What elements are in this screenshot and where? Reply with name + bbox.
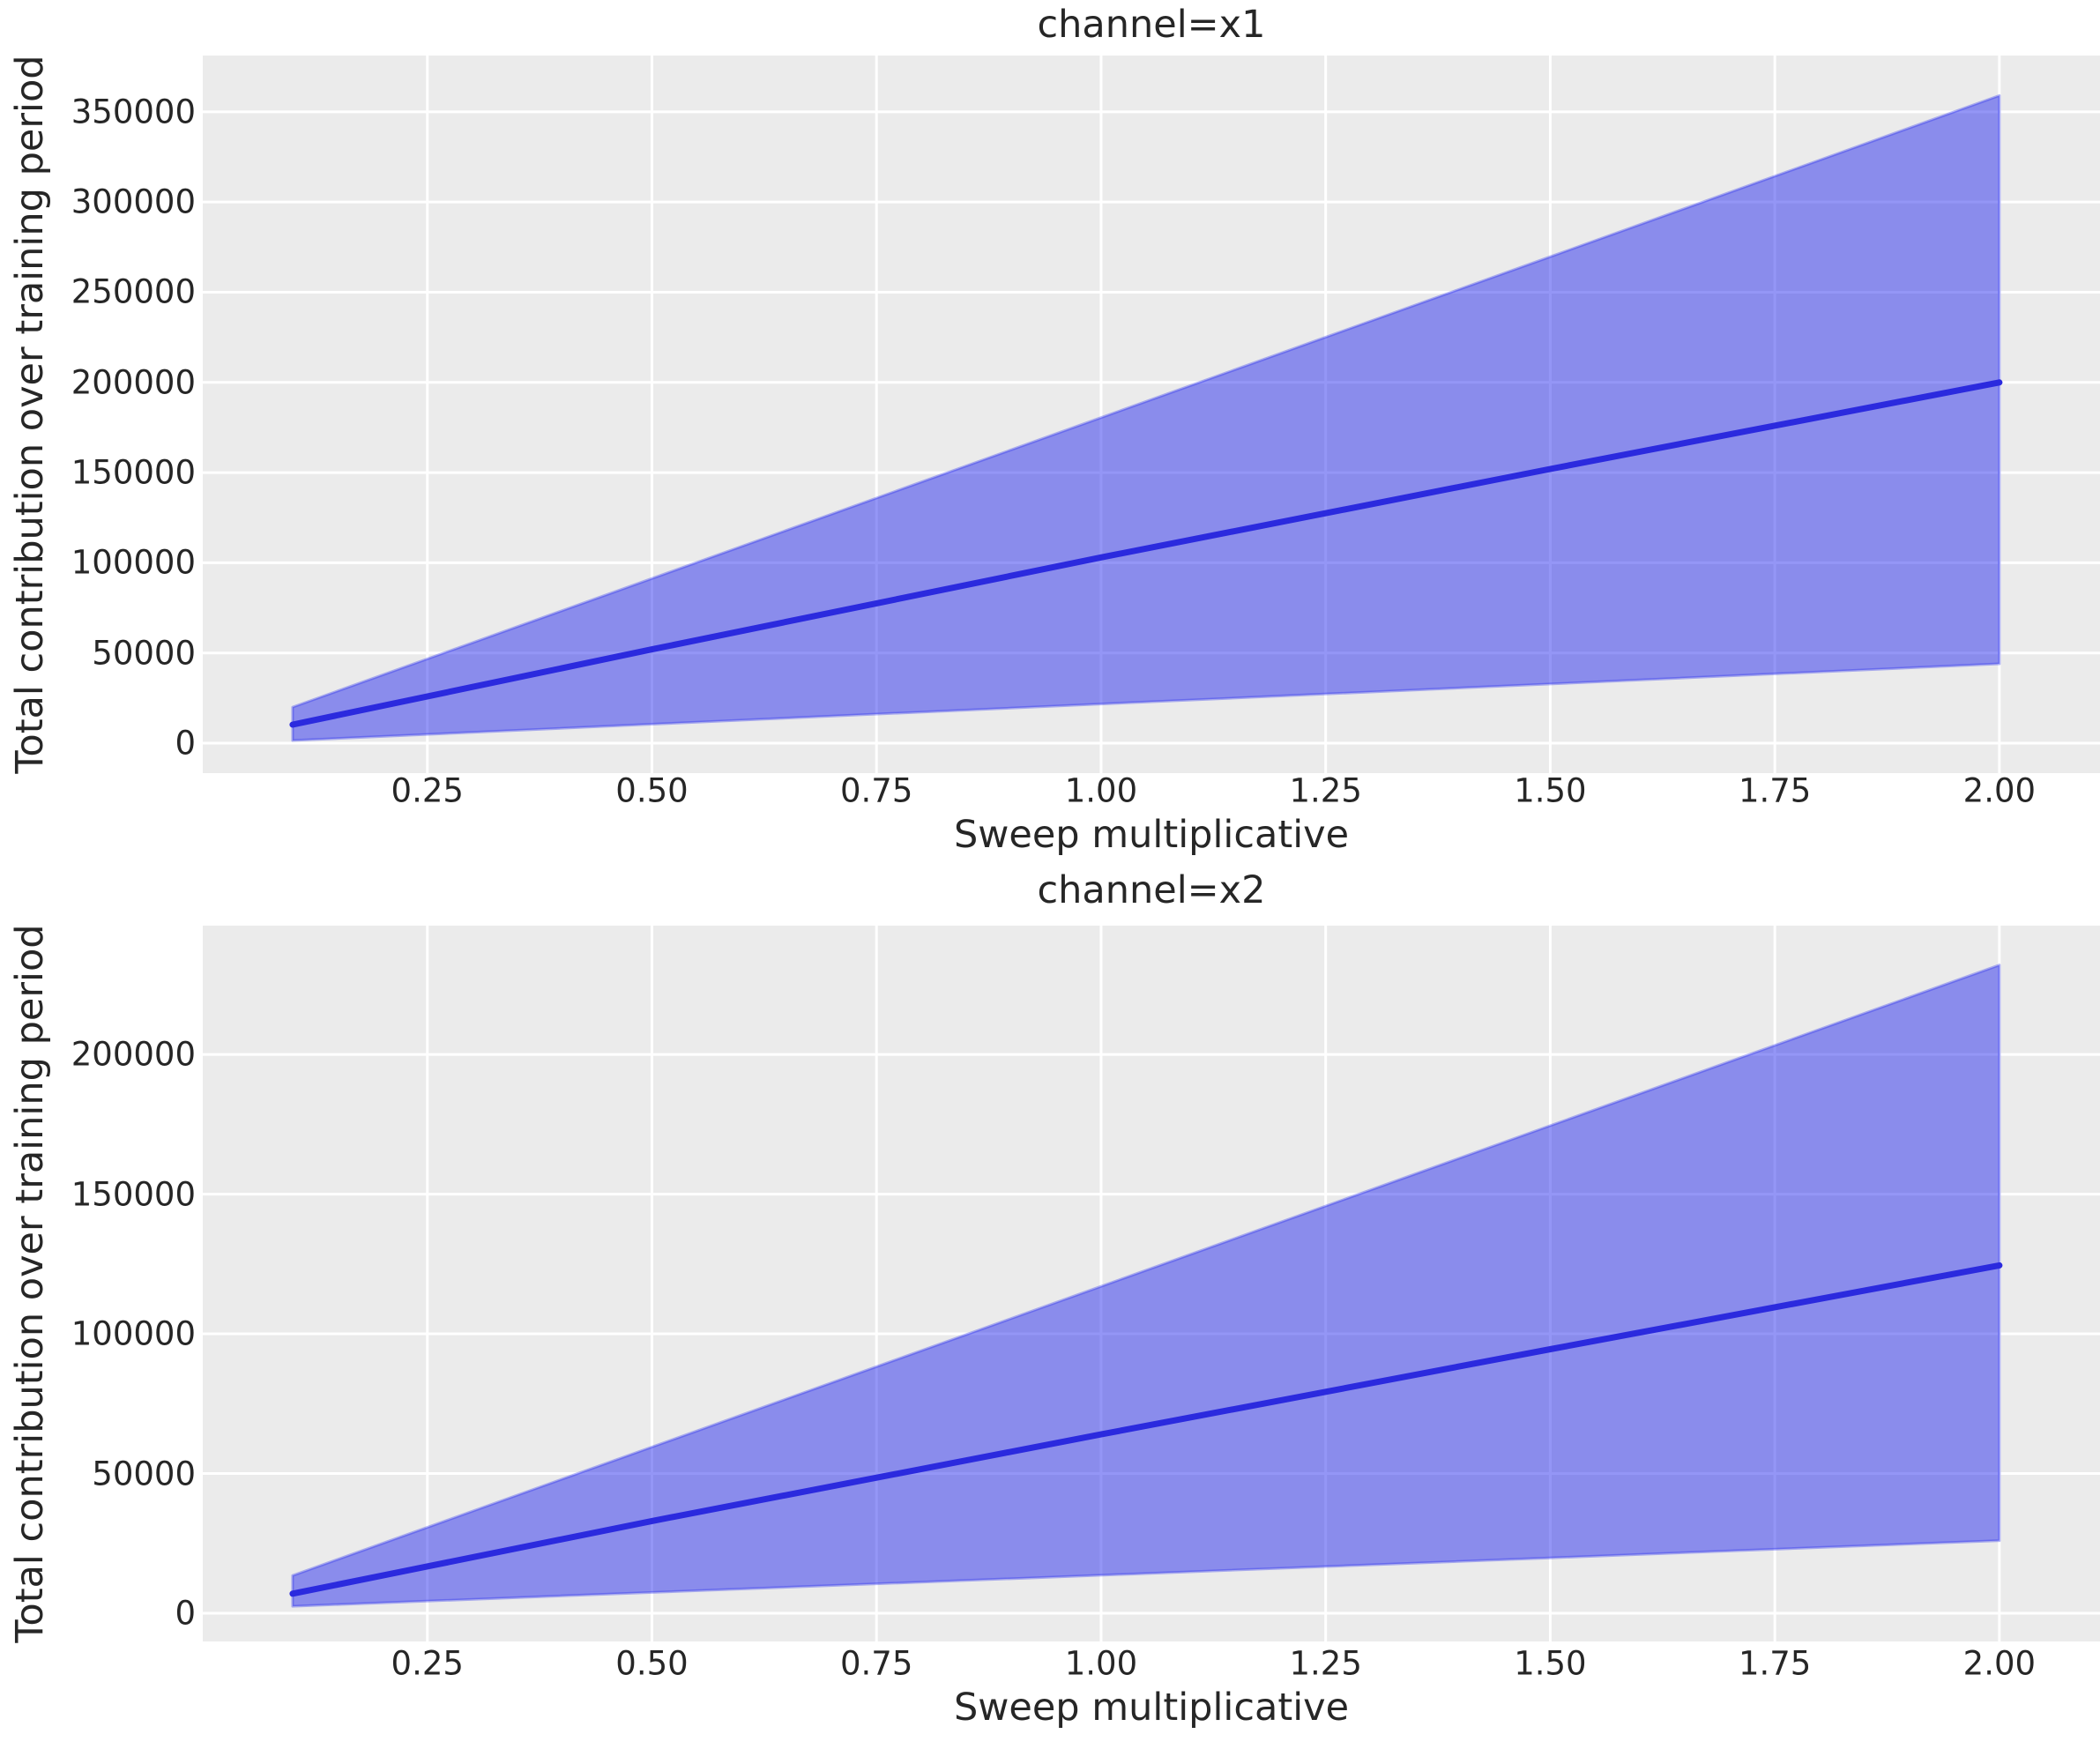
plot-area-x1	[203, 56, 2100, 773]
x-axis-label-x2: Sweep multiplicative	[953, 1686, 1350, 1730]
mean-line	[289, 379, 2003, 728]
panel-title-x1: channel=x1	[1037, 3, 1266, 47]
y-tick-label: 100000	[71, 1314, 196, 1353]
x-tick-label: 1.00	[1064, 771, 1138, 810]
y-axis-label-x2: Total contribution over training period	[8, 924, 52, 1643]
mean-line	[289, 1262, 2003, 1597]
y-tick-label: 350000	[71, 93, 196, 131]
y-tick-label: 0	[175, 1594, 196, 1633]
y-tick-label: 150000	[71, 1175, 196, 1214]
y-tick-label: 300000	[71, 182, 196, 221]
x-tick-label: 1.25	[1289, 771, 1362, 810]
y-tick-label: 150000	[71, 453, 196, 492]
plot-area-x2	[203, 926, 2100, 1641]
x-tick-label: 0.25	[391, 1644, 464, 1683]
x-tick-label: 2.00	[1962, 1644, 2037, 1683]
x-tick-label: 1.50	[1514, 771, 1587, 810]
y-tick-label: 50000	[92, 1455, 196, 1493]
x-tick-label: 1.25	[1289, 1644, 1362, 1683]
confidence-band	[291, 93, 2001, 742]
y-tick-label: 50000	[92, 634, 196, 673]
x-tick-label: 0.50	[615, 1644, 689, 1683]
panel-title-x2: channel=x2	[1037, 868, 1266, 912]
x-tick-label: 2.00	[1962, 771, 2037, 810]
y-tick-label: 200000	[71, 363, 196, 402]
x-tick-label: 1.50	[1514, 1644, 1587, 1683]
y-tick-label: 0	[175, 724, 196, 763]
x-tick-label: 1.00	[1064, 1644, 1138, 1683]
x-axis-label-x1: Sweep multiplicative	[953, 813, 1350, 857]
y-tick-label: 100000	[71, 543, 196, 582]
y-tick-label: 200000	[71, 1035, 196, 1074]
x-tick-label: 0.75	[840, 771, 913, 810]
x-tick-label: 0.50	[615, 771, 689, 810]
x-tick-label: 0.25	[391, 771, 464, 810]
confidence-band	[291, 964, 2001, 1608]
x-tick-label: 0.75	[840, 1644, 913, 1683]
y-tick-label: 250000	[71, 272, 196, 311]
x-tick-label: 1.75	[1738, 771, 1812, 810]
x-tick-label: 1.75	[1738, 1644, 1812, 1683]
